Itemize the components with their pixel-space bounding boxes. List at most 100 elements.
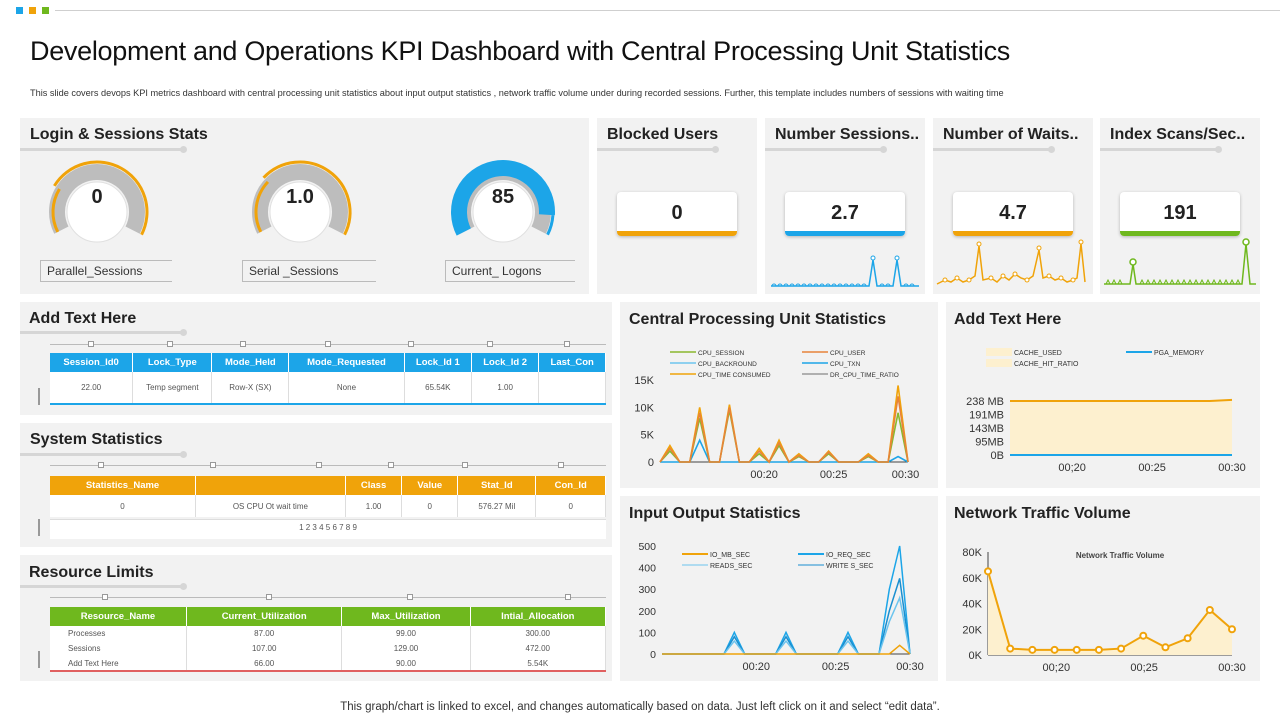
- gauge-hub: [472, 181, 534, 243]
- y-tick-label: 100: [638, 627, 656, 639]
- column-header[interactable]: Resource_Name: [50, 607, 187, 626]
- gauge-outer-arc: [546, 214, 555, 236]
- table-row: Add Text Here 66.00 90.00 5.54K: [50, 656, 607, 671]
- y-tick-label: 238 MB: [966, 396, 1004, 408]
- panel-title: Login & Sessions Stats: [30, 126, 208, 143]
- series-line: [662, 595, 911, 655]
- gauge-ring: [49, 160, 149, 243]
- chart-title: Network Traffic Volume: [1076, 551, 1165, 560]
- io-line-chart: IO_MB_SEC IO_REQ_SEC READS_SEC WRITE S_SEC 5…: [638, 541, 923, 673]
- page-title: Development and Operations KPI Dashboard…: [30, 36, 1010, 66]
- gauge-value: 1.0: [286, 186, 314, 208]
- column-header[interactable]: Max_Utilization: [341, 607, 471, 626]
- table-row: 22.00 Temp segment Row-X (SX) None 65.54K 1.0…: [50, 372, 606, 404]
- title-underline: [20, 146, 187, 153]
- series-area: [1010, 399, 1232, 455]
- panel-title: Add Text Here: [954, 311, 1062, 328]
- title-underline: [1100, 146, 1222, 153]
- gauge-hub: [269, 181, 331, 243]
- system-statistics-table: Statistics_Name Class Value Stat_Id Con_Id 0 O…: [50, 476, 606, 517]
- gauge-fill: [254, 180, 270, 233]
- table-header-row: Statistics_Name Class Value Stat_Id Con_Id: [50, 476, 606, 495]
- row-marker: [38, 388, 40, 405]
- table-row: Processes 87.00 99.00 300.00: [50, 626, 607, 641]
- kpi-bar: [953, 231, 1073, 236]
- resource-limits-table: Resource_Name Current_Utilization Max_Util…: [50, 607, 607, 672]
- y-tick-label: 143MB: [969, 423, 1004, 435]
- table-cell: 472.00: [470, 641, 607, 656]
- gauge-ring: [252, 160, 352, 243]
- x-tick-label: 00:20: [750, 469, 778, 481]
- gauge-serial-sessions: 1.0: [245, 158, 355, 268]
- column-header[interactable]: Mode_Held: [211, 353, 290, 372]
- y-tick-label: 0B: [991, 450, 1004, 462]
- y-tick-label: 20K: [962, 624, 982, 636]
- data-point: [1050, 645, 1059, 654]
- column-header[interactable]: [195, 476, 346, 495]
- brand-dot-orange: [29, 7, 36, 14]
- table-cell: 1.00: [345, 495, 403, 517]
- title-underline: [20, 451, 187, 458]
- column-header[interactable]: Lock_Type: [132, 353, 213, 372]
- gauge-label: Parallel_Sessions: [40, 260, 172, 282]
- column-header[interactable]: Value: [401, 476, 459, 495]
- legend-label: IO_REQ_SEC: [826, 552, 871, 559]
- column-header[interactable]: Stat_Id: [457, 476, 537, 495]
- panel-title: System Statistics: [30, 431, 163, 448]
- title-underline: [933, 146, 1055, 153]
- column-header[interactable]: Last_Con: [538, 353, 606, 372]
- column-header[interactable]: Con_Id: [535, 476, 606, 495]
- table-cell: Row-X (SX): [211, 372, 290, 404]
- column-header[interactable]: Class: [345, 476, 403, 495]
- column-header[interactable]: Lock_Id 1: [404, 353, 473, 372]
- x-tick-label: 00:30: [892, 469, 920, 481]
- column-header[interactable]: Mode_Requested: [288, 353, 405, 372]
- table-cell: 300.00: [470, 626, 607, 641]
- panel-title: Input Output Statistics: [629, 505, 801, 522]
- table-row: 0 OS CPU Ot wait time 1.00 0 576.27 Mil 0: [50, 495, 606, 517]
- table-cell: 129.00: [341, 641, 471, 656]
- gauge-label: Serial _Sessions: [242, 260, 376, 282]
- panel-title: Central Processing Unit Statistics: [629, 311, 886, 328]
- data-point: [1205, 605, 1214, 614]
- legend-label: CACHE_HIT_RATIO: [1014, 361, 1079, 368]
- column-header[interactable]: Statistics_Name: [50, 476, 197, 495]
- title-underline: [597, 146, 719, 153]
- panel-title: Number of Waits..: [943, 126, 1079, 143]
- table-cell: 65.54K: [404, 372, 473, 404]
- gauge-outer-arc: [53, 160, 149, 236]
- kpi-value-box: 191: [1120, 192, 1240, 236]
- table-cell: None: [288, 372, 405, 404]
- series-line: [662, 578, 911, 655]
- kpi-number-sessions: Number Sessions.. 2.7: [765, 118, 925, 294]
- legend-label: READS_SEC: [710, 563, 752, 570]
- sparkline: [1104, 238, 1256, 285]
- kpi-index-scans: Index Scans/Sec.. 191: [1100, 118, 1260, 294]
- page-subtitle: This slide covers devops KPI metrics das…: [30, 88, 1004, 98]
- top-rule: [55, 10, 1280, 11]
- legend-label: CPU_TIME CONSUMED: [698, 372, 771, 379]
- cache-area-chart: CACHE_USED PGA_MEMORY CACHE_HIT_RATIO 238 M…: [966, 348, 1246, 474]
- kpi-value-box: 4.7: [953, 192, 1073, 236]
- legend-label: IO_MB_SEC: [710, 552, 750, 559]
- series-line: [659, 396, 909, 464]
- panel-title: Index Scans/Sec..: [1110, 126, 1246, 143]
- data-point: [1139, 631, 1148, 640]
- row-marker: [38, 519, 40, 536]
- legend-label: CPU_BACKROUND: [698, 361, 757, 368]
- column-header[interactable]: Lock_Id 2: [471, 353, 540, 372]
- legend-label: CPU_SESSION: [698, 350, 745, 357]
- column-header[interactable]: Current_Utilization: [186, 607, 343, 626]
- title-underline: [20, 583, 187, 590]
- kpi-bar: [617, 231, 737, 236]
- data-point: [1228, 625, 1236, 634]
- kpi-value: 191: [1163, 202, 1197, 224]
- table-cell: 0: [401, 495, 459, 517]
- gauge-parallel-sessions: 0: [42, 158, 152, 268]
- table-pager[interactable]: 1 2 3 4 5 6 7 8 9: [50, 519, 606, 539]
- brand-dot-green: [42, 7, 49, 14]
- y-tick-label: 0: [650, 649, 656, 661]
- column-header[interactable]: Session_Id0: [50, 353, 134, 372]
- x-tick-label: 00:25: [820, 469, 848, 481]
- column-header[interactable]: Intial_Allocation: [470, 607, 607, 626]
